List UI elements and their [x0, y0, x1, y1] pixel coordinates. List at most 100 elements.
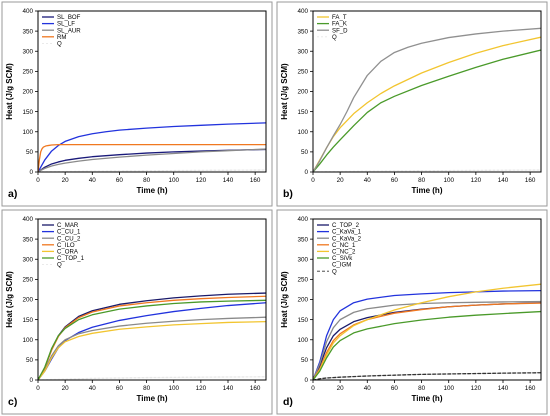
legend-label: FA_K — [332, 21, 347, 28]
x-tick-label: 40 — [89, 385, 97, 392]
plot-area — [313, 283, 541, 380]
legend-label: FA_T — [332, 14, 347, 21]
y-tick-label: 50 — [26, 149, 34, 156]
x-tick-label: 40 — [89, 177, 97, 184]
panel-label: b) — [283, 188, 293, 200]
series-line-q — [38, 376, 266, 380]
y-tick-label: 400 — [22, 8, 33, 15]
x-tick-label: 0 — [36, 177, 40, 184]
series-line-c-ora — [38, 320, 266, 380]
x-tick-label: 80 — [418, 385, 426, 392]
plot-area — [313, 27, 541, 172]
legend-label: Q — [57, 41, 62, 48]
y-tick-label: 250 — [297, 277, 308, 284]
x-tick-label: 100 — [443, 385, 454, 392]
x-tick-label: 20 — [62, 177, 70, 184]
y-axis-label: Heat (J/g SCM) — [280, 63, 289, 120]
series-line-c-nc-1 — [313, 302, 541, 380]
series-line-c-cu-2 — [38, 316, 266, 380]
legend-label: RM — [57, 34, 66, 41]
legend-label: C_KaVa_2 — [332, 235, 362, 242]
chart-panel-4: 0 20 40 60 80 100 120 140 160 0 50 100 150 200 250 300 3… — [276, 209, 548, 415]
panel-label: a) — [8, 188, 17, 200]
legend-label: SL_LF — [57, 21, 75, 28]
y-tick-label: 300 — [297, 256, 308, 263]
y-tick-label: 400 — [22, 216, 33, 223]
series-line-c-kava-2 — [313, 300, 541, 380]
x-tick-label: 120 — [196, 177, 207, 184]
series-line-q — [313, 169, 541, 172]
x-tick-label: 140 — [223, 385, 234, 392]
y-tick-label: 200 — [22, 297, 33, 304]
legend-label: C_NC_1 — [332, 242, 356, 249]
panel-label: d) — [283, 396, 293, 408]
legend-label: C_SiVk — [332, 255, 353, 262]
y-tick-label: 0 — [29, 169, 33, 176]
y-tick-label: 400 — [297, 216, 308, 223]
y-axis-label: Heat (J/g SCM) — [280, 271, 289, 328]
legend-label: C_CU_1 — [57, 229, 81, 236]
plot-box — [312, 10, 542, 173]
series-line-c-ilo — [38, 295, 266, 380]
y-tick-label: 150 — [22, 317, 33, 324]
x-tick-label: 100 — [168, 177, 179, 184]
legend-label: C_TOP_2 — [332, 222, 360, 229]
legend: FA_TFA_KSF_DQ — [317, 14, 348, 41]
series-line-fa-t — [313, 36, 541, 172]
x-axis-label: Time (h) — [137, 394, 168, 403]
x-tick-label: 140 — [498, 385, 509, 392]
x-tick-label: 80 — [418, 177, 426, 184]
plot-area — [38, 292, 266, 380]
x-tick-label: 160 — [525, 177, 536, 184]
series-line-c-top-2 — [313, 302, 541, 380]
y-tick-label: 300 — [297, 48, 308, 55]
y-tick-label: 350 — [22, 28, 33, 35]
y-tick-label: 150 — [22, 109, 33, 116]
legend-label: C_NC_2 — [332, 249, 356, 256]
series-line-q — [313, 372, 541, 380]
x-axis-label: Time (h) — [412, 186, 443, 195]
x-tick-label: 0 — [311, 177, 315, 184]
chart-panel-1: 0 20 40 60 80 100 120 140 160 0 50 100 150 200 250 300 3… — [1, 1, 273, 207]
x-tick-label: 100 — [443, 177, 454, 184]
legend-label: C_ORA — [57, 249, 79, 256]
plot-area — [38, 122, 266, 172]
x-tick-label: 160 — [250, 385, 261, 392]
legend-label: Q — [332, 268, 337, 275]
x-tick-label: 0 — [311, 385, 315, 392]
legend: C_TOP_2C_KaVa_1C_KaVa_2C_NC_1C_NC_2C_SiV… — [317, 222, 362, 275]
y-tick-label: 200 — [22, 89, 33, 96]
y-tick-label: 100 — [297, 337, 308, 344]
y-tick-label: 250 — [22, 69, 33, 76]
legend-label: C_TOP_1 — [57, 255, 85, 262]
legend-label: C_MAR — [57, 222, 79, 229]
y-tick-label: 350 — [297, 28, 308, 35]
x-tick-label: 120 — [471, 177, 482, 184]
y-tick-label: 100 — [297, 129, 308, 136]
x-tick-label: 60 — [391, 177, 399, 184]
panel-frame — [276, 209, 548, 415]
y-tick-label: 100 — [22, 129, 33, 136]
x-tick-label: 0 — [36, 385, 40, 392]
x-tick-label: 160 — [525, 385, 536, 392]
y-tick-label: 0 — [304, 169, 308, 176]
x-tick-label: 100 — [168, 385, 179, 392]
legend-label: C_KaVa_1 — [332, 229, 362, 236]
panel-label: c) — [8, 396, 17, 408]
y-tick-label: 200 — [297, 89, 308, 96]
x-tick-label: 60 — [391, 385, 399, 392]
x-axis-label: Time (h) — [137, 186, 168, 195]
y-tick-label: 250 — [297, 69, 308, 76]
series-line-sl-aur — [38, 148, 266, 172]
x-tick-label: 120 — [471, 385, 482, 392]
series-line-sf-d — [313, 27, 541, 172]
y-tick-label: 50 — [26, 357, 34, 364]
y-tick-label: 350 — [297, 236, 308, 243]
y-tick-label: 150 — [297, 109, 308, 116]
panel-frame — [1, 209, 273, 415]
panel-frame — [1, 1, 273, 207]
y-tick-label: 100 — [22, 337, 33, 344]
legend-label: SL_BOF — [57, 14, 81, 21]
